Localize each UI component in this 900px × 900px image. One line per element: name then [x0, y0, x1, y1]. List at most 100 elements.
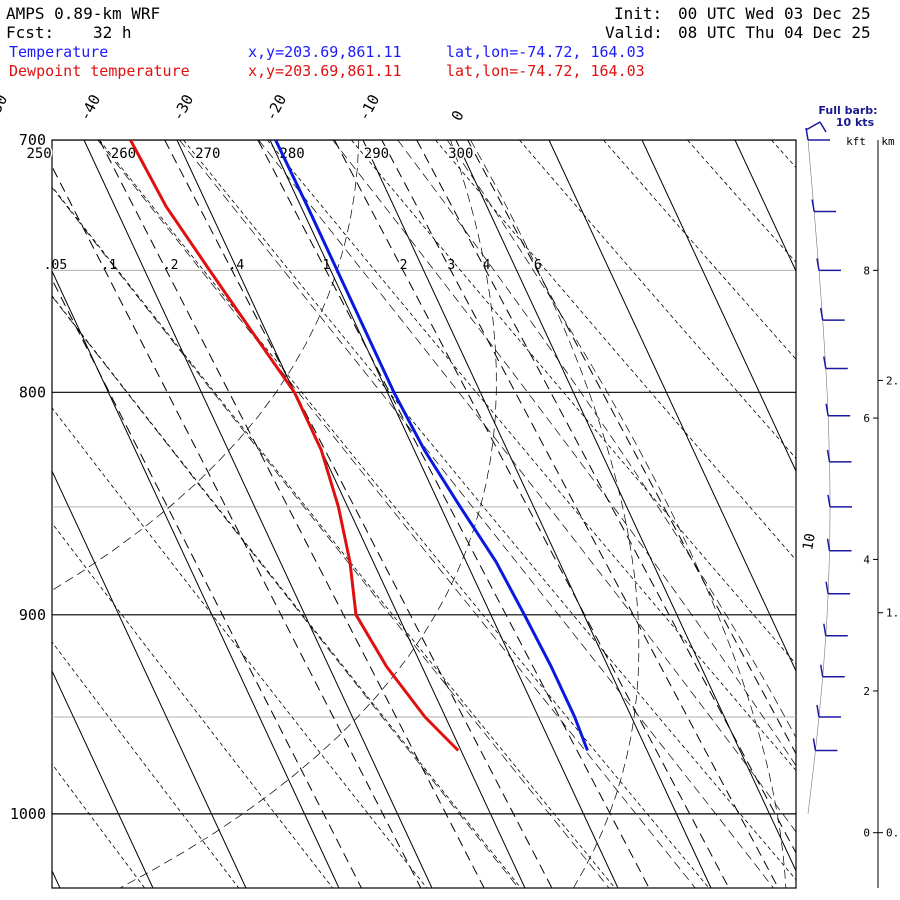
dry-adiabat-line	[52, 185, 616, 888]
valid-label: Valid:	[605, 23, 663, 42]
saturated-adiabat-line	[52, 140, 360, 591]
isotherm-label-text: -50	[0, 92, 11, 124]
isotherm-line	[52, 669, 154, 888]
wind-barb-flag-890	[825, 581, 829, 594]
saturated-adiabat-line	[470, 140, 640, 888]
dry-adiabat-line	[52, 295, 522, 888]
dry-adiabat-line	[519, 140, 796, 459]
wind-barb-flag-830	[826, 449, 831, 462]
saturated-adiabat-line	[397, 140, 796, 739]
temperature-latlon: lat,lon=-74.72, 164.03	[446, 43, 645, 61]
height-kft-label: 2	[863, 685, 870, 698]
isotherm-label-text: -30	[169, 92, 198, 124]
dewpoint-profile	[129, 140, 460, 752]
mixing-ratio-label: 1	[323, 258, 331, 273]
wind-barb-flag-870	[826, 538, 831, 551]
dewpoint-latlon: lat,lon=-74.72, 164.03	[446, 62, 645, 80]
isotherm-line	[455, 140, 796, 873]
isotherm-line	[83, 140, 433, 888]
isotherm-label: -20	[262, 92, 291, 124]
height-kft-label: 4	[863, 553, 870, 566]
dry-adiabat-line	[183, 140, 796, 881]
dry-adiabat-line	[52, 522, 334, 888]
wind-barb-flag-950	[816, 704, 820, 718]
temperature-legend: Temperature	[9, 43, 109, 61]
wind-barb-flag-910	[823, 623, 827, 636]
mixing-ratio-label: .2	[163, 258, 179, 273]
isotherm-line	[734, 140, 796, 273]
wind-barb-flag-770	[819, 307, 824, 321]
dry-adiabat-line	[435, 140, 796, 561]
saturated-adiabat-line	[52, 186, 610, 888]
isotherm-line	[548, 140, 796, 673]
wind-barb-flag-727	[811, 199, 815, 212]
barb-legend-title: Full barb:	[818, 104, 877, 117]
isotach-label-text: 10	[800, 532, 819, 551]
model-title: AMPS 0.89-km WRF	[6, 4, 161, 23]
mixing-ratio-label: 6	[534, 258, 542, 273]
saturated-adiabat-line	[446, 140, 787, 888]
isotherm-line	[641, 140, 796, 473]
isotherm-line	[269, 140, 619, 888]
wind-barb-flag-930	[819, 664, 824, 677]
pressure-label: 900	[19, 606, 46, 624]
mixing-ratio-line	[467, 140, 796, 755]
mixing-ratio-line	[164, 140, 553, 888]
isotherm-label: -30	[169, 92, 198, 124]
height-kft-label: 8	[863, 264, 870, 277]
isotherm-label-text: -20	[262, 92, 291, 124]
height-unit-km: km	[881, 135, 895, 148]
mixing-ratio-line	[381, 140, 779, 888]
mixing-ratio-line	[52, 165, 422, 888]
mixing-ratio-line	[416, 140, 796, 854]
dry-adiabat-line	[771, 140, 796, 169]
barb-legend-value: 10 kts	[836, 116, 875, 129]
mixing-ratio-line	[334, 140, 730, 888]
saturated-adiabat-line	[97, 140, 696, 888]
isotherm-label-text: -40	[76, 92, 105, 124]
isotherm-line	[176, 140, 526, 888]
dewpoint-xy: x,y=203.69,861.11	[248, 62, 402, 80]
height-km-label: 0.	[886, 827, 899, 840]
mixing-ratio-label: .05	[44, 258, 67, 273]
isotherm-label: 0	[448, 107, 468, 123]
dry-adiabat-line	[351, 140, 796, 665]
mixing-ratio-label: 2	[400, 258, 408, 273]
height-km-label: 1.	[886, 607, 899, 620]
init-label: Init:	[614, 4, 663, 23]
wind-barb-flag-850	[827, 494, 831, 507]
isotherm-label-text: 0	[448, 107, 468, 123]
dry-adiabat-line	[52, 641, 240, 888]
wind-barb-flag-790	[823, 356, 827, 369]
isotherm-label: -40	[76, 92, 105, 124]
height-km-label: 2.	[886, 374, 899, 387]
legend-barb	[805, 121, 821, 131]
wind-barb-flag-750	[816, 258, 820, 271]
mixing-ratio-line	[99, 140, 485, 888]
dry-adiabat-line	[99, 140, 710, 888]
theta-label: 270	[195, 146, 220, 162]
pressure-label: 1000	[10, 805, 46, 823]
init-value: 00 UTC Wed 03 Dec 25	[678, 4, 871, 23]
theta-label: 260	[111, 146, 136, 162]
height-kft-label: 0	[863, 827, 870, 840]
dry-adiabat-line	[52, 407, 428, 888]
forecast-hour-label: Fcst:	[6, 23, 55, 42]
wind-barb-flag-700	[805, 127, 809, 141]
saturated-adiabat-line	[332, 140, 796, 767]
valid-value: 08 UTC Thu 04 Dec 25	[678, 23, 871, 42]
pressure-label: 800	[19, 383, 46, 401]
isotherm-line	[828, 140, 900, 888]
wind-barb-flag-810	[825, 403, 829, 416]
height-kft-label: 6	[863, 412, 870, 425]
isotherm-label: -10	[355, 92, 384, 124]
saturated-adiabat-line	[52, 295, 519, 888]
dry-adiabat-line	[267, 140, 796, 772]
pressure-label: 700	[19, 131, 46, 149]
isotherm-line	[52, 469, 247, 888]
isotherm-line	[362, 140, 712, 888]
forecast-hour-value: 32 h	[93, 23, 132, 42]
isotherm-line	[52, 869, 61, 888]
height-unit-kft: kft	[846, 135, 866, 148]
